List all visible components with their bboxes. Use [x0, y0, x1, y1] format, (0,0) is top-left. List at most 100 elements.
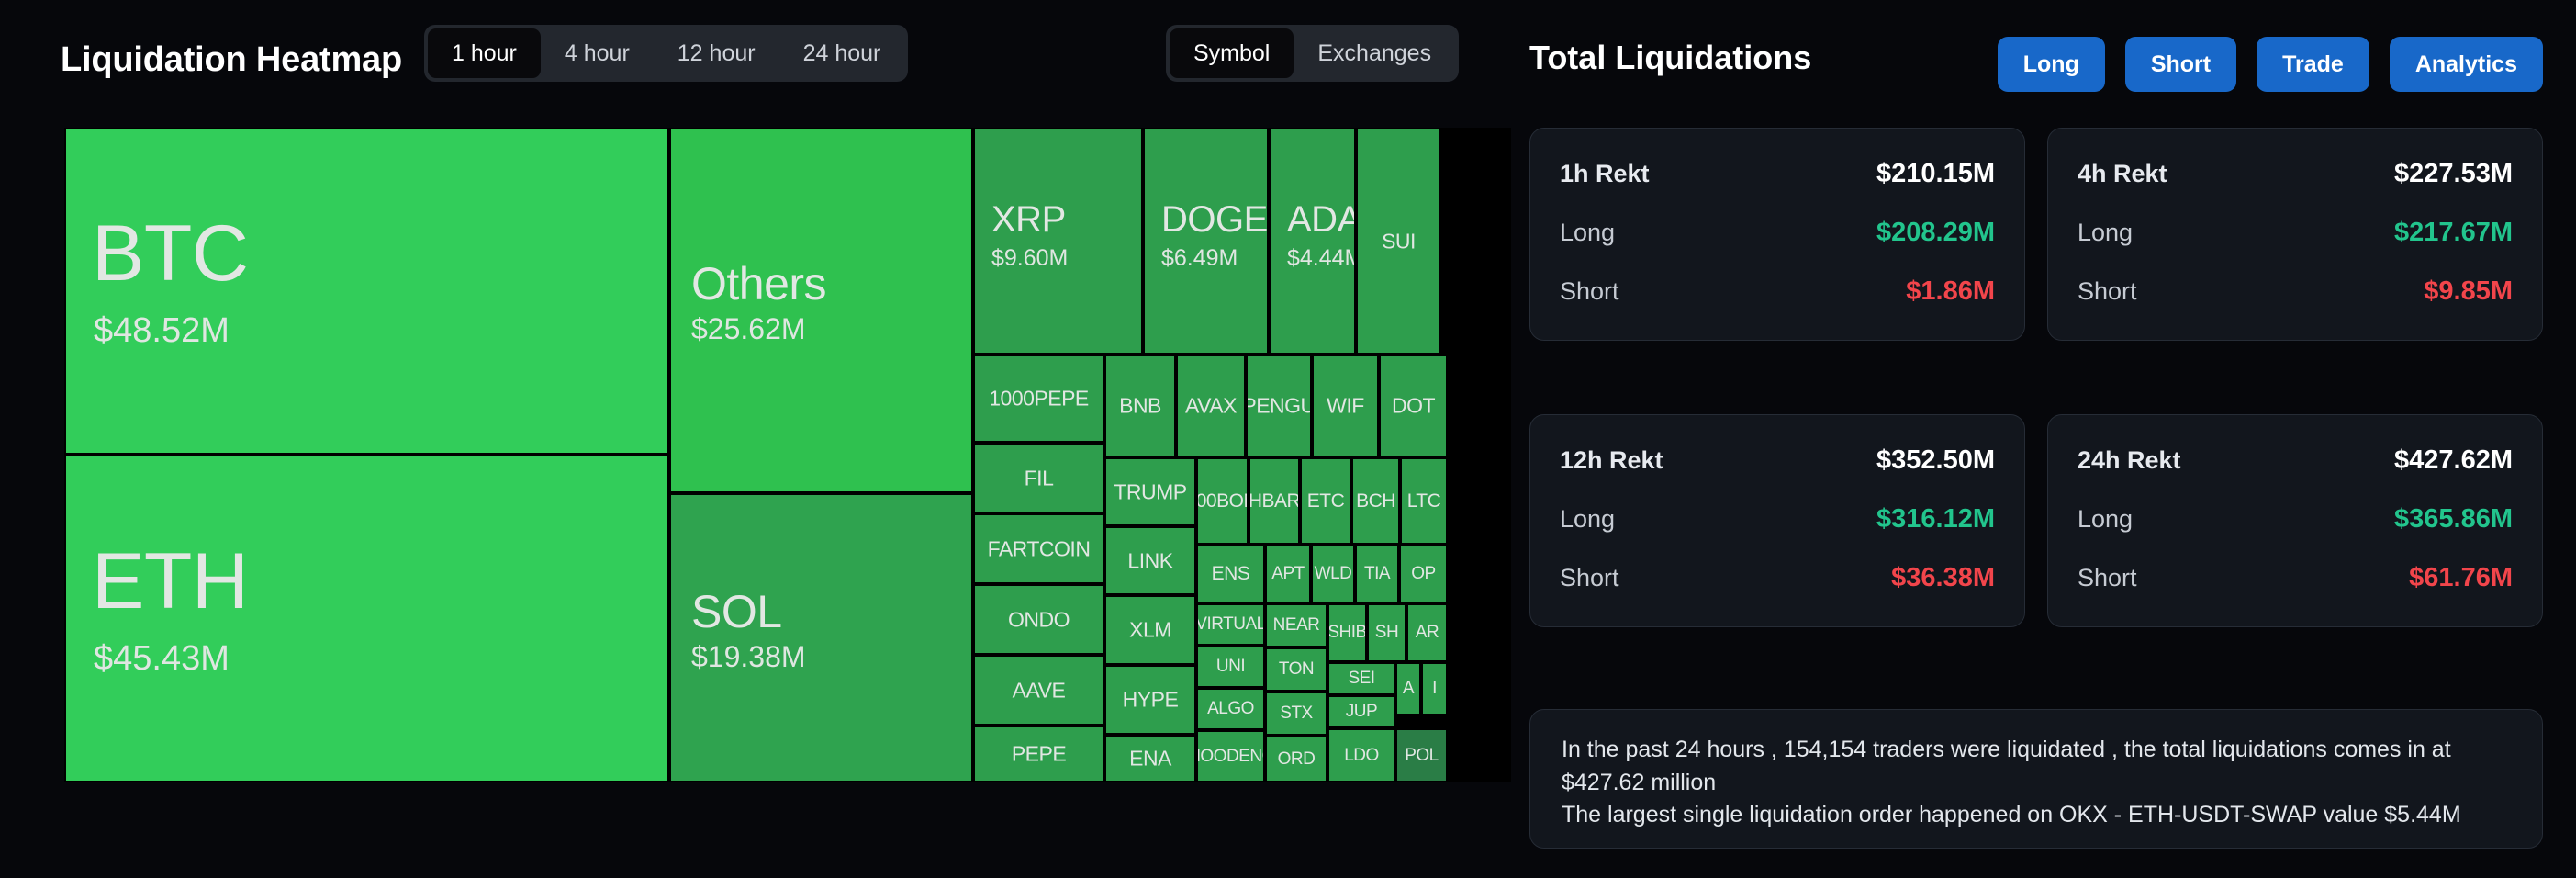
treemap-tile-trump[interactable]: TRUMP: [1104, 457, 1196, 526]
treemap-tile-1000bonk[interactable]: 1000BONK: [1196, 457, 1249, 545]
treemap-tile-ens[interactable]: ENS: [1196, 545, 1265, 603]
treemap-tile-ldo[interactable]: LDO: [1327, 728, 1395, 782]
treemap-tile-moodeng[interactable]: MOODENG: [1196, 730, 1265, 782]
tile-symbol: ORD: [1277, 749, 1316, 769]
treemap-tile-hbar[interactable]: HBAR: [1249, 457, 1300, 545]
treemap-tile-ena[interactable]: ENA: [1104, 735, 1196, 782]
treemap-tile-i[interactable]: I: [1421, 662, 1448, 715]
treemap-tile-1000pepe[interactable]: 1000PEPE: [973, 355, 1104, 443]
short-value: $1.86M: [1906, 276, 1995, 306]
tile-symbol: ETC: [1306, 490, 1345, 512]
timeframe-tab-1-hour[interactable]: 1 hour: [428, 28, 541, 78]
tile-symbol: SOL: [691, 585, 782, 637]
page-title: Liquidation Heatmap: [61, 40, 402, 79]
view-mode-tab-group: Symbol Exchanges: [1166, 25, 1460, 82]
stat-card-24h: 24h Rekt $427.62M Long $365.86M Short $61.76M: [2047, 414, 2543, 627]
treemap-tile-btc[interactable]: BTC $48.52M: [64, 128, 669, 455]
stat-row: Long $208.29M: [1560, 211, 1995, 253]
treemap-tile-virtual[interactable]: VIRTUAL: [1196, 603, 1265, 646]
rekt-value: $427.62M: [2394, 445, 2513, 475]
treemap-tile-jup[interactable]: JUP: [1327, 695, 1395, 728]
treemap-tile-ar[interactable]: AR: [1406, 603, 1448, 662]
treemap-tile-op[interactable]: OP: [1399, 545, 1448, 603]
treemap-tile-uni[interactable]: UNI: [1196, 646, 1265, 688]
treemap-tile-wif[interactable]: WIF: [1312, 355, 1379, 457]
rekt-label: 12h Rekt: [1560, 445, 1663, 474]
tile-value: $19.38M: [691, 639, 806, 673]
tile-symbol: HBAR: [1249, 490, 1300, 512]
treemap-tile-dot[interactable]: DOT: [1379, 355, 1448, 457]
treemap-tile-wld[interactable]: WLD: [1311, 545, 1355, 603]
treemap-tile-pol[interactable]: POL: [1395, 728, 1448, 782]
treemap-tile-sui[interactable]: SUI: [1356, 128, 1441, 355]
treemap-tile-sei[interactable]: SEI: [1327, 662, 1395, 695]
treemap-tile-fartcoin[interactable]: FARTCOIN: [973, 513, 1104, 584]
treemap-tile-sol[interactable]: SOL $19.38M: [669, 493, 973, 782]
stat-card-12h: 12h Rekt $352.50M Long $316.12M Short $36.38M: [1529, 414, 2025, 627]
tile-symbol: VIRTUAL: [1196, 614, 1265, 634]
treemap-tile-pepe[interactable]: PEPE: [973, 726, 1104, 782]
tile-symbol: FARTCOIN: [987, 536, 1091, 560]
treemap-tile-ord[interactable]: ORD: [1265, 736, 1327, 782]
treemap-tile-avax[interactable]: AVAX: [1176, 355, 1246, 457]
treemap-tile-ada[interactable]: ADA $4.44M: [1269, 128, 1356, 355]
view-tab-exchanges[interactable]: Exchanges: [1294, 28, 1455, 78]
stat-row: Long $316.12M: [1560, 498, 1995, 540]
rekt-label: 1h Rekt: [1560, 159, 1650, 187]
treemap-tile-stx[interactable]: STX: [1265, 692, 1327, 736]
treemap-tile-fil[interactable]: FIL: [973, 443, 1104, 513]
treemap-tile-ton[interactable]: TON: [1265, 647, 1327, 692]
tile-value: $45.43M: [94, 638, 230, 678]
treemap-tile-etc[interactable]: ETC: [1300, 457, 1351, 545]
treemap-tile-pengu[interactable]: PENGU: [1246, 355, 1312, 457]
treemap-tile-hype[interactable]: HYPE: [1104, 665, 1196, 735]
tile-symbol: NEAR: [1272, 615, 1320, 635]
treemap-tile-ondo[interactable]: ONDO: [973, 584, 1104, 655]
long-button[interactable]: Long: [1997, 37, 2105, 92]
treemap-tile-tia[interactable]: TIA: [1355, 545, 1399, 603]
trade-button[interactable]: Trade: [2257, 37, 2369, 92]
summary-card: In the past 24 hours , 154,154 traders w…: [1529, 709, 2543, 849]
tile-symbol: A: [1402, 679, 1415, 698]
treemap-tile-ltc[interactable]: LTC: [1400, 457, 1448, 545]
short-label: Short: [2078, 563, 2137, 591]
timeframe-tab-12-hour[interactable]: 12 hour: [654, 28, 779, 78]
treemap-tile-apt[interactable]: APT: [1265, 545, 1311, 603]
stat-card-1h: 1h Rekt $210.15M Long $208.29M Short $1.86M: [1529, 128, 2025, 341]
tile-symbol: 1000PEPE: [989, 386, 1089, 411]
tile-symbol: I: [1432, 679, 1437, 698]
treemap-tile-eth[interactable]: ETH $45.43M: [64, 455, 669, 782]
treemap-tile-sh[interactable]: SH: [1367, 603, 1406, 662]
treemap-tile-a[interactable]: A: [1395, 662, 1421, 715]
tile-symbol: PEPE: [1011, 741, 1067, 766]
short-label: Short: [2078, 276, 2137, 305]
treemap-tile-algo[interactable]: ALGO: [1196, 688, 1265, 730]
short-value: $36.38M: [1891, 562, 1995, 592]
long-value: $208.29M: [1876, 217, 1995, 247]
analytics-button[interactable]: Analytics: [2389, 37, 2543, 92]
short-button[interactable]: Short: [2124, 37, 2237, 92]
header-bar: Liquidation Heatmap 1 hour 4 hour 12 hour 2…: [0, 0, 2576, 121]
treemap-tile-near[interactable]: NEAR: [1265, 603, 1327, 647]
tile-symbol: ADA: [1287, 198, 1356, 240]
timeframe-tab-24-hour[interactable]: 24 hour: [779, 28, 905, 78]
treemap-tile-bch[interactable]: BCH: [1351, 457, 1400, 545]
treemap-tile-xlm[interactable]: XLM: [1104, 595, 1196, 665]
view-tab-symbol[interactable]: Symbol: [1170, 28, 1294, 78]
tile-symbol: ETH: [92, 536, 249, 625]
tile-symbol: SUI: [1382, 229, 1416, 253]
tile-symbol: ALGO: [1207, 699, 1254, 718]
treemap-tile-link[interactable]: LINK: [1104, 526, 1196, 595]
liquidation-treemap[interactable]: BTC $48.52M ETH $45.43M Others $25.62M SOL $19.…: [64, 128, 1511, 782]
tile-symbol: MOODENG: [1198, 746, 1263, 766]
treemap-tile-bnb[interactable]: BNB: [1104, 355, 1176, 457]
treemap-tile-xrp[interactable]: XRP $9.60M: [973, 128, 1143, 355]
treemap-tile-shib[interactable]: SHIB: [1327, 603, 1367, 662]
treemap-tile-aave[interactable]: AAVE: [973, 655, 1104, 726]
timeframe-tab-4-hour[interactable]: 4 hour: [541, 28, 654, 78]
treemap-tile-others[interactable]: Others $25.62M: [669, 128, 973, 493]
tile-symbol: LDO: [1344, 745, 1379, 765]
stat-row: Short $61.76M: [2078, 557, 2513, 599]
treemap-tile-doge[interactable]: DOGE $6.49M: [1143, 128, 1269, 355]
stat-row: 4h Rekt $227.53M: [2078, 152, 2513, 195]
